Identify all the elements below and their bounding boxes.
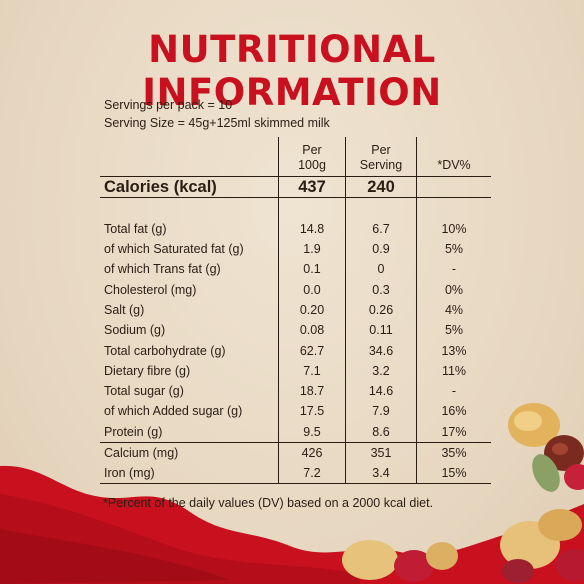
value-per-serving: 351 bbox=[345, 441, 417, 464]
value-per-serving: 0.26 bbox=[345, 299, 417, 321]
value-dv: - bbox=[416, 259, 491, 280]
nutrient-label: Sodium (g) bbox=[104, 323, 166, 338]
nutrient-label: Total carbohydrate (g) bbox=[104, 343, 226, 358]
value-per-100g: 18.7 bbox=[278, 380, 346, 402]
servings-per-pack: Servings per pack = 10 bbox=[104, 98, 233, 112]
nutrient-label: of which Saturated fat (g) bbox=[104, 242, 244, 257]
value-per-serving: 3.4 bbox=[345, 463, 417, 485]
value-per-100g: 426 bbox=[278, 441, 346, 464]
table-row: Iron (mg) 7.2 3.4 15% bbox=[100, 463, 491, 485]
value-per-serving: 0 bbox=[345, 259, 417, 280]
header-per-100g-line2: 100g bbox=[298, 158, 326, 172]
table-row: Total sugar (g) 18.7 14.6 - bbox=[100, 380, 491, 402]
calories-dv bbox=[416, 175, 491, 199]
value-dv: 17% bbox=[416, 421, 491, 443]
calories-per-serving: 240 bbox=[345, 175, 417, 199]
granola-cluster-illustration bbox=[500, 403, 584, 583]
value-per-100g: 1.9 bbox=[278, 238, 346, 260]
value-dv: 4% bbox=[416, 299, 491, 321]
value-per-serving: 3.2 bbox=[345, 360, 417, 381]
value-per-serving: 7.9 bbox=[345, 401, 417, 422]
value-dv: 5% bbox=[416, 320, 491, 341]
value-per-100g: 7.2 bbox=[278, 463, 346, 485]
table-row: Sodium (g) 0.08 0.11 5% bbox=[100, 320, 491, 341]
table-row: Salt (g) 0.20 0.26 4% bbox=[100, 299, 491, 321]
table-header-row: Per 100g Per Serving *DV% bbox=[100, 137, 491, 177]
value-per-100g: 0.1 bbox=[278, 259, 346, 280]
value-per-100g: 0.0 bbox=[278, 279, 346, 300]
value-per-serving: 0.9 bbox=[345, 238, 417, 260]
nutrient-label: Total fat (g) bbox=[104, 221, 167, 236]
header-dv: *DV% bbox=[416, 137, 491, 177]
value-per-100g: 14.8 bbox=[278, 218, 346, 239]
mineral-label: Calcium (mg) bbox=[100, 441, 279, 464]
value-per-100g: 0.20 bbox=[278, 299, 346, 321]
value-per-100g: 17.5 bbox=[278, 401, 346, 422]
value-per-100g: 62.7 bbox=[278, 340, 346, 361]
nutrient-label: of which Trans fat (g) bbox=[104, 262, 221, 277]
value-per-100g: 7.1 bbox=[278, 360, 346, 381]
value-dv: 16% bbox=[416, 401, 491, 422]
value-per-100g: 0.08 bbox=[278, 320, 346, 341]
table-row: Protein (g) 9.5 8.6 17% bbox=[100, 421, 491, 443]
table-row: of which Saturated fat (g) 1.9 0.9 5% bbox=[100, 238, 491, 260]
value-dv: 10% bbox=[416, 218, 491, 239]
serving-size: Serving Size = 45g+125ml skimmed milk bbox=[104, 116, 330, 130]
value-per-100g: 9.5 bbox=[278, 421, 346, 443]
header-per-serving: Per Serving bbox=[345, 137, 417, 177]
table-row: Calcium (mg) 426 351 35% bbox=[100, 441, 491, 464]
header-per-100g: Per 100g bbox=[278, 137, 346, 177]
table-row: of which Added sugar (g) 17.5 7.9 16% bbox=[100, 401, 491, 422]
value-dv: - bbox=[416, 380, 491, 402]
value-dv: 11% bbox=[416, 360, 491, 381]
nutrient-label: Dietary fibre (g) bbox=[104, 363, 191, 378]
table-row: Total fat (g) 14.8 6.7 10% bbox=[100, 218, 491, 239]
value-per-serving: 0.11 bbox=[345, 320, 417, 341]
granola-bottom-illustration bbox=[342, 540, 458, 582]
value-dv: 0% bbox=[416, 279, 491, 300]
nutrient-label: Total sugar (g) bbox=[104, 384, 184, 399]
calories-label: Calories (kcal) bbox=[100, 175, 279, 199]
value-dv: 13% bbox=[416, 340, 491, 361]
nutrition-table: Per 100g Per Serving *DV% Calories (kcal… bbox=[100, 137, 491, 485]
value-dv: 35% bbox=[416, 441, 491, 464]
calories-row: Calories (kcal) 437 240 bbox=[100, 175, 491, 199]
page-title: NUTRITIONAL INFORMATION bbox=[142, 28, 442, 114]
header-per-serving-line1: Per bbox=[371, 143, 391, 157]
mineral-label: Iron (mg) bbox=[100, 463, 279, 485]
nutrient-label: Salt (g) bbox=[104, 302, 145, 317]
table-row: of which Trans fat (g) 0.1 0 - bbox=[100, 259, 491, 280]
value-per-serving: 14.6 bbox=[345, 380, 417, 402]
value-per-serving: 34.6 bbox=[345, 340, 417, 361]
table-row: Dietary fibre (g) 7.1 3.2 11% bbox=[100, 360, 491, 381]
header-per-serving-line2: Serving bbox=[359, 158, 403, 172]
value-dv: 15% bbox=[416, 463, 491, 485]
dv-footnote: *Percent of the daily values (DV) based … bbox=[103, 496, 434, 510]
header-nutrient bbox=[100, 137, 279, 177]
value-dv: 5% bbox=[416, 238, 491, 260]
calories-per-100g: 437 bbox=[278, 175, 346, 199]
header-per-100g-line1: Per bbox=[302, 143, 322, 157]
nutrient-label: of which Added sugar (g) bbox=[104, 404, 243, 419]
table-row: Total carbohydrate (g) 62.7 34.6 13% bbox=[100, 340, 491, 361]
value-per-serving: 8.6 bbox=[345, 421, 417, 443]
nutrient-label: Protein (g) bbox=[104, 424, 163, 439]
table-row: Cholesterol (mg) 0.0 0.3 0% bbox=[100, 279, 491, 300]
nutrient-label: Cholesterol (mg) bbox=[104, 282, 197, 297]
value-per-serving: 0.3 bbox=[345, 279, 417, 300]
value-per-serving: 6.7 bbox=[345, 218, 417, 239]
